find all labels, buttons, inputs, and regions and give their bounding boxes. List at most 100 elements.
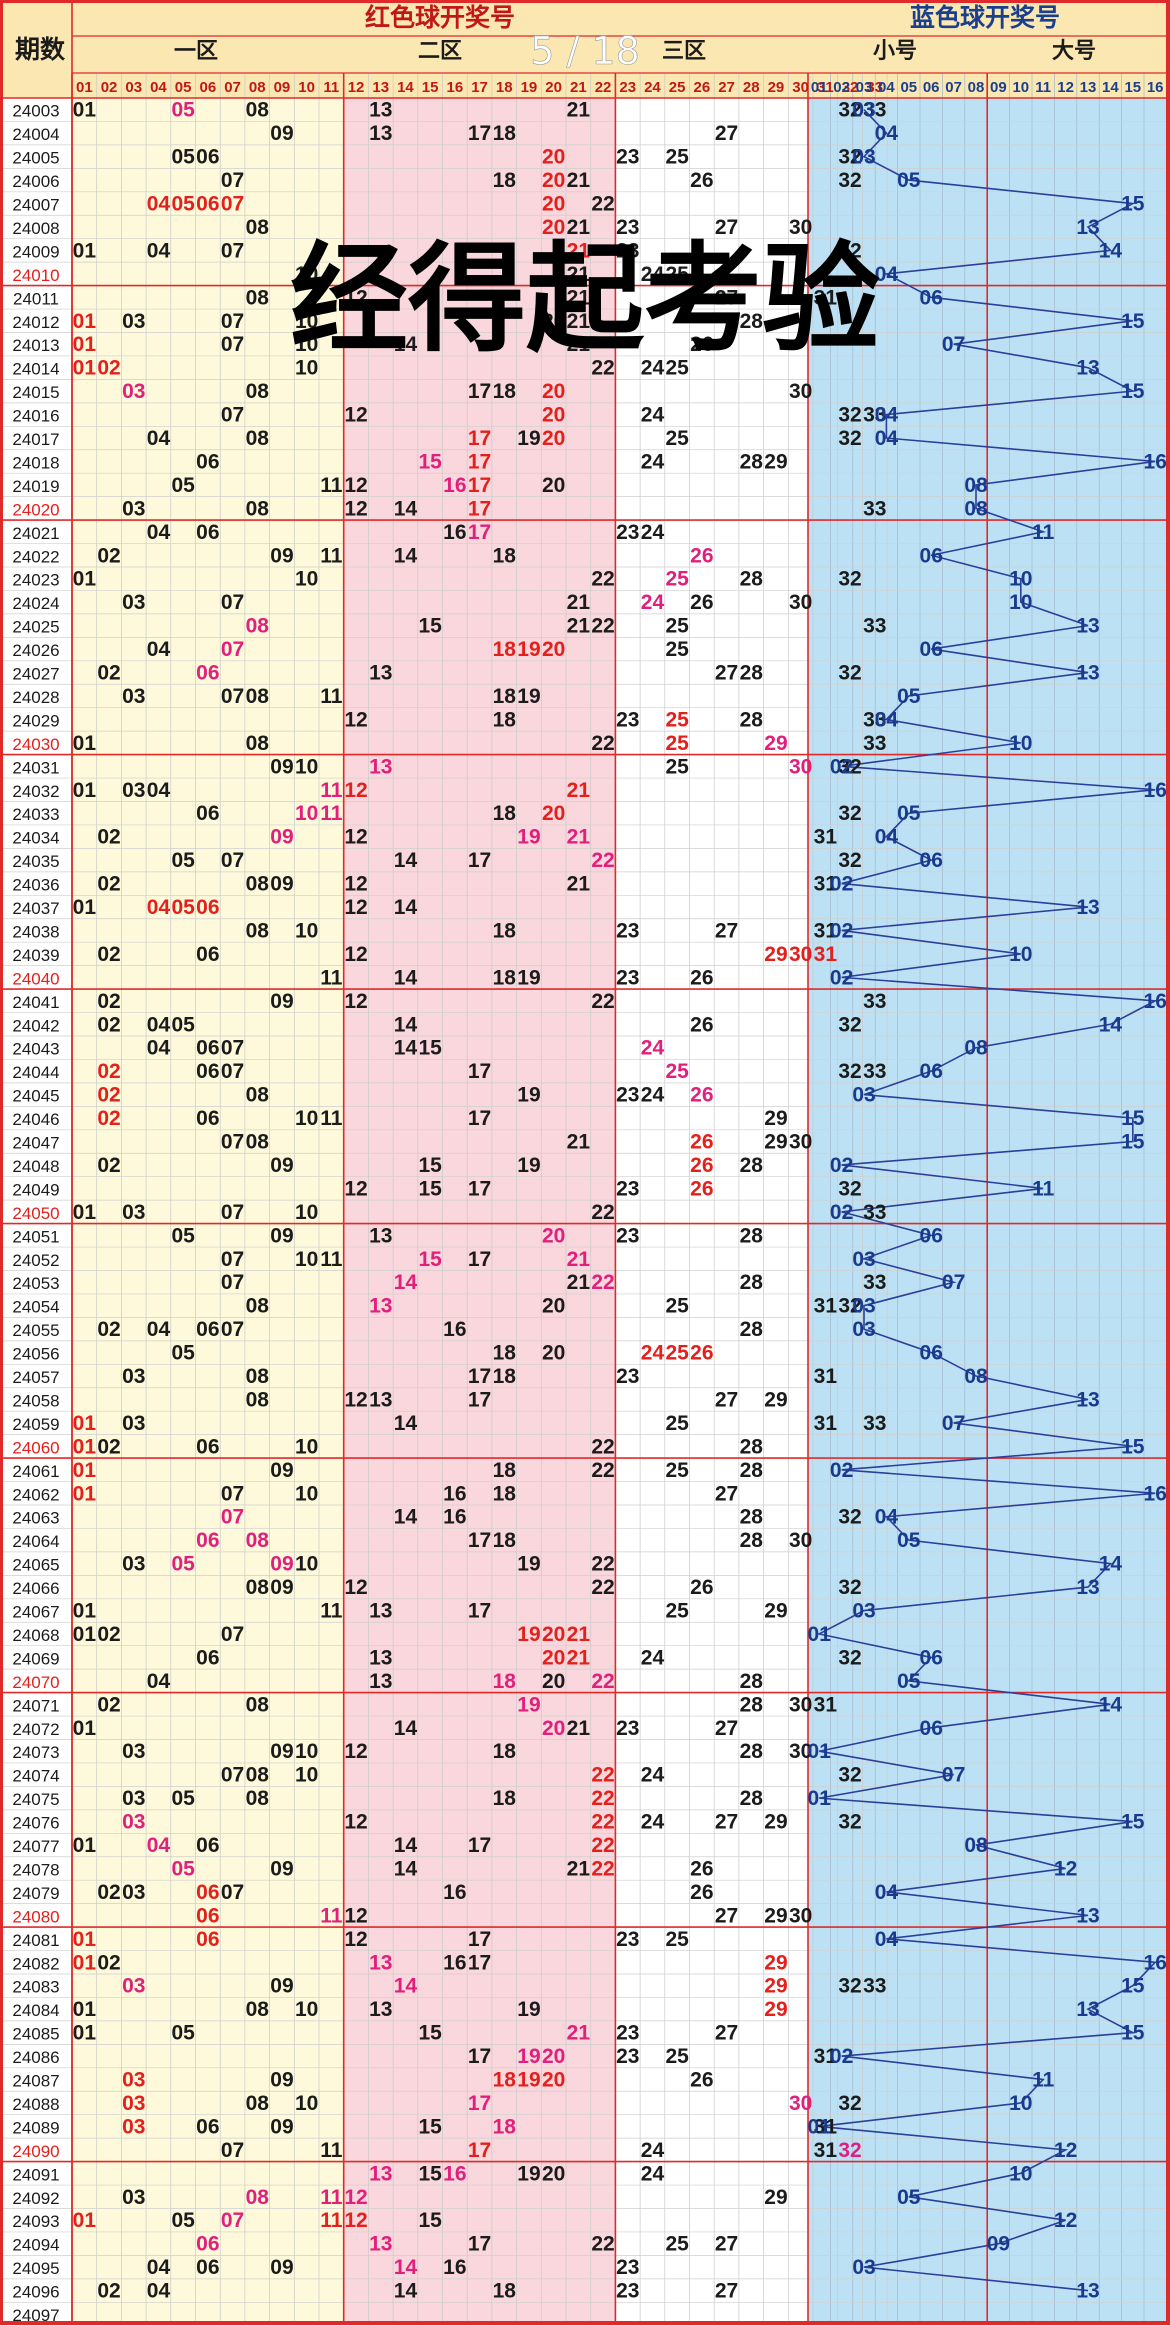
- red-number: 30: [789, 216, 812, 239]
- blue-number: 14: [1099, 239, 1123, 262]
- red-number: 29: [764, 1388, 787, 1411]
- blue-number: 06: [920, 1717, 943, 1740]
- red-number: 10: [295, 1201, 318, 1224]
- period-label: 24089: [12, 2118, 59, 2137]
- red-number: 33: [863, 404, 886, 427]
- red-number: 17: [468, 1928, 491, 1951]
- red-number: 09: [270, 122, 293, 145]
- red-number: 01: [73, 333, 97, 356]
- red-number: 04: [147, 1318, 171, 1341]
- red-number: 02: [97, 1881, 120, 1904]
- red-number: 28: [740, 1224, 764, 1247]
- red-number: 13: [369, 1646, 392, 1669]
- red-number: 11: [320, 685, 343, 708]
- red-number: 01: [73, 568, 97, 591]
- blue-number: 14: [1099, 1693, 1123, 1716]
- red-number: 16: [443, 1318, 466, 1341]
- red-number: 12: [344, 286, 367, 309]
- red-number: 29: [764, 1131, 787, 1154]
- red-number: 32: [838, 755, 861, 778]
- red-number: 23: [616, 1928, 639, 1951]
- red-number: 26: [690, 1881, 713, 1904]
- red-number: 12: [344, 943, 367, 966]
- red-number: 02: [97, 1693, 120, 1716]
- red-number: 21: [567, 239, 591, 262]
- red-column-number: 18: [496, 79, 513, 96]
- red-column-number: 20: [545, 79, 562, 96]
- red-column-number: 28: [743, 79, 760, 96]
- red-number: 32: [838, 1013, 861, 1036]
- blue-numbers: 0304030515131404061507131504041608081106…: [808, 99, 1167, 2303]
- red-number: 26: [690, 1576, 713, 1599]
- red-number: 10: [295, 568, 318, 591]
- red-number: 21: [567, 1271, 591, 1294]
- period-label: 24063: [12, 1509, 59, 1528]
- red-number: 02: [97, 1107, 120, 1130]
- red-column-number: 23: [619, 79, 636, 96]
- red-number: 24: [641, 1037, 665, 1060]
- red-number: 18: [493, 1670, 517, 1693]
- red-number: 01: [73, 310, 97, 333]
- period-label: 24013: [12, 336, 59, 355]
- period-label: 24097: [12, 2306, 59, 2325]
- red-number: 21: [567, 333, 591, 356]
- red-number: 18: [493, 169, 517, 192]
- red-number: 14: [394, 1013, 418, 1036]
- red-number: 30: [789, 591, 812, 614]
- red-number: 24: [641, 2162, 665, 2185]
- red-number: 08: [246, 1365, 270, 1388]
- red-number: 03: [122, 1412, 145, 1435]
- red-number: 03: [122, 1811, 145, 1834]
- red-number: 21: [567, 216, 591, 239]
- red-number: 08: [246, 919, 270, 942]
- blue-number: 08: [964, 1365, 988, 1388]
- blue-number: 01: [808, 1740, 832, 1763]
- red-number: 13: [369, 1295, 392, 1318]
- red-number: 28: [740, 708, 764, 731]
- red-number: 12: [344, 1177, 367, 1200]
- red-number: 19: [517, 1154, 540, 1177]
- red-number: 23: [616, 2045, 639, 2068]
- red-number: 27: [715, 1904, 738, 1927]
- red-number: 08: [246, 873, 270, 896]
- blue-number: 06: [920, 544, 943, 567]
- red-number: 01: [73, 1717, 97, 1740]
- red-number: 32: [838, 1295, 861, 1318]
- red-column-number: 03: [125, 79, 142, 96]
- red-number: 28: [740, 1787, 764, 1810]
- period-label: 24076: [12, 1814, 59, 1833]
- red-number: 23: [616, 216, 639, 239]
- red-column-number: 08: [249, 79, 266, 96]
- red-number: 13: [369, 1670, 392, 1693]
- red-number: 02: [97, 1318, 120, 1341]
- red-number: 22: [591, 1201, 614, 1224]
- red-number: 30: [789, 1904, 812, 1927]
- red-number: 07: [221, 849, 244, 872]
- red-number: 21: [567, 1623, 591, 1646]
- blue-number: 15: [1121, 1811, 1145, 1834]
- red-number: 06: [196, 1646, 219, 1669]
- red-number: 08: [246, 1764, 270, 1787]
- red-number: 20: [542, 1295, 565, 1318]
- red-number: 26: [690, 1154, 713, 1177]
- red-number: 26: [690, 2069, 713, 2092]
- red-number: 01: [73, 1435, 97, 1458]
- period-label: 24092: [12, 2189, 59, 2208]
- red-number: 20: [542, 2162, 565, 2185]
- blue-trend-line: [816, 109, 1159, 2292]
- red-number: 21: [567, 1857, 591, 1880]
- red-number: 25: [665, 427, 689, 450]
- red-number: 17: [468, 450, 491, 473]
- red-number: 06: [196, 1060, 219, 1083]
- red-number: 20: [542, 427, 565, 450]
- red-number: 18: [493, 1740, 517, 1763]
- red-number: 05: [171, 1013, 195, 1036]
- blue-column-number: 12: [1057, 79, 1074, 96]
- red-number: 24: [641, 1764, 665, 1787]
- red-number: 22: [591, 2233, 614, 2256]
- red-number: 26: [690, 1177, 713, 1200]
- red-number: 21: [567, 1646, 591, 1669]
- red-number: 31: [814, 919, 838, 942]
- red-number: 02: [97, 1060, 120, 1083]
- blue-column-number: 14: [1102, 79, 1119, 96]
